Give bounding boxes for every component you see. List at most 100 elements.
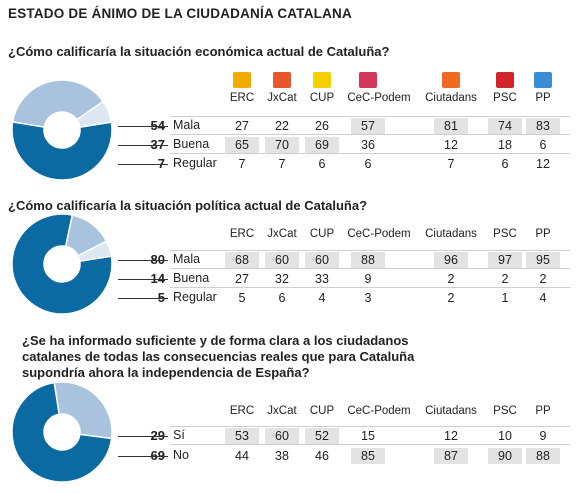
party-value: 96 [434, 252, 468, 268]
party-value: 18 [498, 138, 512, 152]
party-logo-icon [359, 72, 377, 88]
party-value: 83 [526, 118, 560, 134]
party-label: CeC-Podem [347, 92, 411, 104]
leader-line [118, 279, 168, 280]
party-value: 74 [488, 118, 522, 134]
party-label: JxCat [267, 405, 297, 417]
party-label: CeC-Podem [347, 228, 411, 240]
party-value: 27 [235, 272, 249, 286]
donut-slice-mala [11, 213, 113, 315]
question-text: ¿Cómo calificaría la situación económica… [8, 44, 390, 59]
party-value: 27 [235, 119, 249, 133]
party-value: 2 [501, 272, 509, 286]
party-value: 52 [305, 428, 339, 444]
page-title: ESTADO DE ÁNIMO DE LA CIUDADANÍA CATALAN… [8, 6, 352, 21]
donut-chart [11, 213, 113, 315]
party-value: 12 [536, 157, 550, 171]
party-value: 65 [225, 137, 259, 153]
party-value: 57 [351, 118, 385, 134]
party-value: 4 [318, 291, 326, 305]
party-value: 6 [539, 138, 547, 152]
party-value: 90 [488, 448, 522, 464]
party-value: 15 [361, 429, 375, 443]
party-label: JxCat [267, 92, 297, 104]
donut-slice-mala [11, 120, 113, 181]
row-value: 29 [150, 428, 165, 443]
party-value: 6 [364, 157, 372, 171]
row-value: 7 [135, 156, 165, 171]
party-value: 95 [526, 252, 560, 268]
party-label: ERC [229, 228, 255, 240]
party-value: 4 [539, 291, 547, 305]
row-label: No [173, 448, 189, 462]
party-label: PP [535, 405, 551, 417]
party-value: 9 [364, 272, 372, 286]
party-label: Ciutadans [425, 405, 477, 417]
party-value: 60 [265, 252, 299, 268]
row-divider [170, 444, 570, 445]
leader-line [118, 145, 168, 146]
party-value: 7 [238, 157, 246, 171]
party-value: 2 [539, 272, 547, 286]
party-value: 68 [225, 252, 259, 268]
donut-chart [11, 381, 113, 483]
row-divider [170, 116, 570, 117]
row-value: 37 [150, 137, 165, 152]
row-divider [170, 287, 570, 288]
donut-slice-buena [11, 79, 105, 128]
party-value: 5 [238, 291, 246, 305]
donut-slice-no [11, 381, 113, 483]
donut-slice-si [53, 381, 113, 440]
question-text: ¿Cómo calificaría la situación política … [8, 198, 368, 213]
party-value: 7 [447, 157, 455, 171]
party-value: 46 [315, 449, 329, 463]
party-logo-icon [233, 72, 251, 88]
party-value: 7 [278, 157, 286, 171]
party-value: 38 [275, 449, 289, 463]
party-value: 32 [275, 272, 289, 286]
row-divider [170, 134, 570, 135]
party-label: ERC [229, 405, 255, 417]
donut-chart [11, 79, 113, 181]
party-value: 44 [235, 449, 249, 463]
party-value: 97 [488, 252, 522, 268]
row-value: 69 [150, 448, 165, 463]
row-divider [170, 268, 570, 269]
party-value: 60 [265, 428, 299, 444]
party-value: 26 [315, 119, 329, 133]
party-label: PP [535, 92, 551, 104]
leader-line [118, 298, 168, 299]
party-value: 6 [278, 291, 286, 305]
party-value: 53 [225, 428, 259, 444]
party-label: CUP [309, 228, 335, 240]
party-value: 6 [318, 157, 326, 171]
party-value: 33 [315, 272, 329, 286]
leader-line [118, 126, 168, 127]
row-label: Buena [173, 137, 210, 151]
party-value: 2 [447, 291, 455, 305]
row-divider [170, 426, 570, 427]
row-label: Mala [173, 252, 201, 266]
party-value: 36 [361, 138, 375, 152]
party-value: 70 [265, 137, 299, 153]
party-value: 3 [364, 291, 372, 305]
leader-line [118, 436, 168, 437]
row-value: 80 [150, 252, 165, 267]
row-value: 14 [150, 271, 165, 286]
party-label: Ciutadans [425, 228, 477, 240]
party-label: CeC-Podem [347, 405, 411, 417]
row-value: 54 [150, 118, 165, 133]
party-value: 85 [351, 448, 385, 464]
party-label: Ciutadans [425, 92, 477, 104]
row-label: Buena [173, 271, 210, 285]
party-label: ERC [229, 92, 255, 104]
party-label: CUP [309, 405, 335, 417]
leader-line [118, 456, 168, 457]
party-logo-icon [273, 72, 291, 88]
party-value: 87 [434, 448, 468, 464]
row-divider [170, 153, 570, 154]
row-label: Regular [173, 156, 217, 170]
party-value: 9 [539, 429, 547, 443]
party-value: 69 [305, 137, 339, 153]
